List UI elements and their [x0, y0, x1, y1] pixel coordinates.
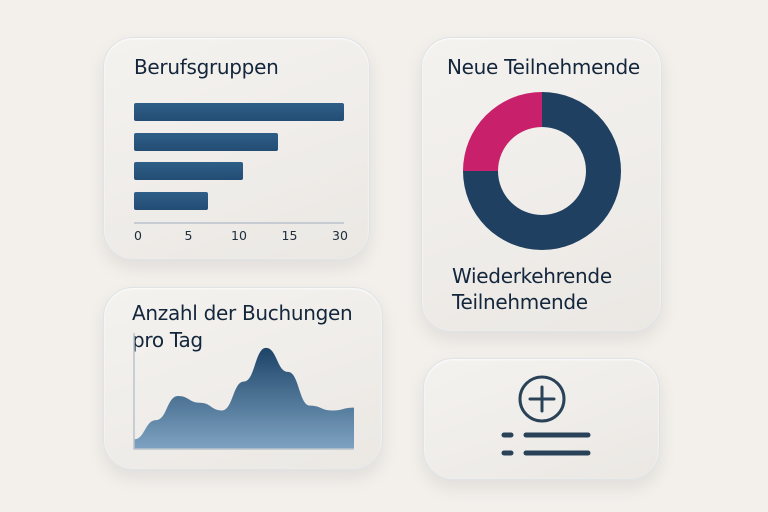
- bookings-card[interactable]: Anzahl der Buchungen pro Tag: [103, 287, 383, 470]
- plus-circle-icon: [518, 375, 566, 423]
- card-title: Neue Teilnehmende: [447, 55, 640, 79]
- occupations-card[interactable]: Berufsgruppen 0 5 10 15 30: [103, 37, 370, 260]
- add-list-graphic[interactable]: [424, 359, 659, 479]
- x-axis: [134, 222, 344, 224]
- bar: [134, 103, 344, 121]
- axes: [133, 333, 354, 450]
- list-icon: [501, 432, 591, 456]
- legend-line-1: Wiederkehrende: [452, 264, 612, 288]
- bar: [134, 162, 243, 180]
- donut-slice: [463, 92, 542, 171]
- card-title-line-2: pro Tag: [132, 328, 203, 352]
- tick-label: 0: [134, 228, 142, 243]
- bar: [134, 132, 279, 151]
- tick-label: 10: [231, 228, 247, 243]
- bar: [134, 191, 208, 210]
- tick-label: 30: [332, 228, 348, 243]
- area-chart: [133, 333, 354, 450]
- donut-chart: [463, 92, 621, 250]
- tick-label: 15: [281, 228, 298, 243]
- card-title: Berufsgruppen: [134, 55, 279, 79]
- donut-slice: [463, 92, 621, 250]
- legend-line-2: Teilnehmende: [452, 290, 588, 314]
- tick-label: 5: [184, 228, 193, 243]
- card-title-line-1: Anzahl der Buchungen: [132, 301, 353, 325]
- area-series: [134, 347, 354, 449]
- participants-card[interactable]: Neue Teilnehmende Wiederkehrende Teilneh…: [421, 37, 662, 332]
- add-card[interactable]: [423, 358, 660, 480]
